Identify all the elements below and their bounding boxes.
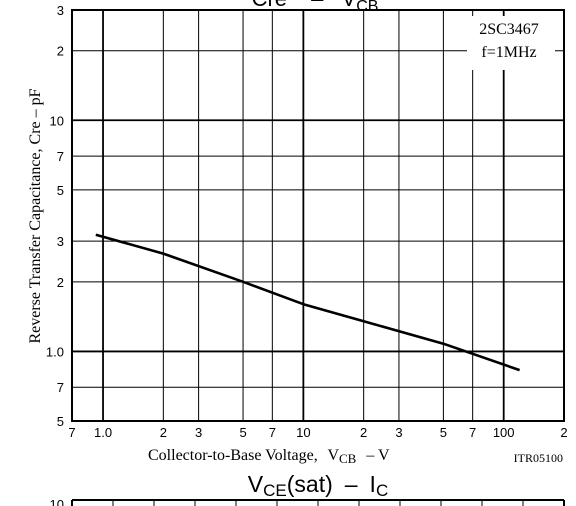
series-line xyxy=(95,233,521,372)
x-tick-label: 7 xyxy=(269,425,276,440)
condition-label: f=1MHz xyxy=(481,44,536,61)
next-chart-frame xyxy=(71,499,565,506)
y-axis-label: Reverse Transfer Capacitance, Cre – pF xyxy=(27,88,44,343)
info-box xyxy=(467,16,555,70)
x-tick-label: 3 xyxy=(395,425,402,440)
next-chart-title: VCE(sat) – IC xyxy=(248,471,388,500)
y-tick-label: 3 xyxy=(57,234,64,249)
next-chart-y-top-label: 10 xyxy=(50,497,64,506)
y-tick-label: 1.0 xyxy=(46,344,64,359)
x-axis-label: Collector-to-Base Voltage, VCB – V xyxy=(148,447,390,466)
x-tick-label: 2 xyxy=(360,425,367,440)
y-tick-label: 7 xyxy=(57,149,64,164)
x-tick-label: 10 xyxy=(296,425,310,440)
grid xyxy=(72,10,564,421)
y-tick-label: 2 xyxy=(57,44,64,59)
chart-title: Cre – VCB xyxy=(252,0,379,15)
device-label: 2SC3467 xyxy=(479,21,539,38)
y-tick-label: 5 xyxy=(57,414,64,429)
x-tick-label: 3 xyxy=(195,425,202,440)
y-tick-label: 3 xyxy=(57,3,64,18)
x-tick-label: 2 xyxy=(160,425,167,440)
plot-frame xyxy=(71,9,565,422)
x-tick-label: 7 xyxy=(68,425,75,440)
figure-code: ITR05100 xyxy=(514,451,563,465)
x-tick-label: 1.0 xyxy=(94,425,112,440)
x-tick-label: 5 xyxy=(239,425,246,440)
x-tick-label: 100 xyxy=(493,425,515,440)
y-tick-label: 7 xyxy=(57,380,64,395)
x-tick-labels: 7 1.0 2 3 5 7 10 2 3 5 7 100 2 xyxy=(68,425,567,440)
series-layer xyxy=(95,233,521,372)
y-tick-labels: 5 7 1.0 2 3 5 7 10 2 3 xyxy=(46,3,64,429)
y-tick-label: 2 xyxy=(57,275,64,290)
x-tick-label: 2 xyxy=(560,425,567,440)
x-tick-label: 7 xyxy=(469,425,476,440)
y-tick-label: 5 xyxy=(57,183,64,198)
x-tick-label: 5 xyxy=(440,425,447,440)
y-tick-label: 10 xyxy=(50,113,64,128)
